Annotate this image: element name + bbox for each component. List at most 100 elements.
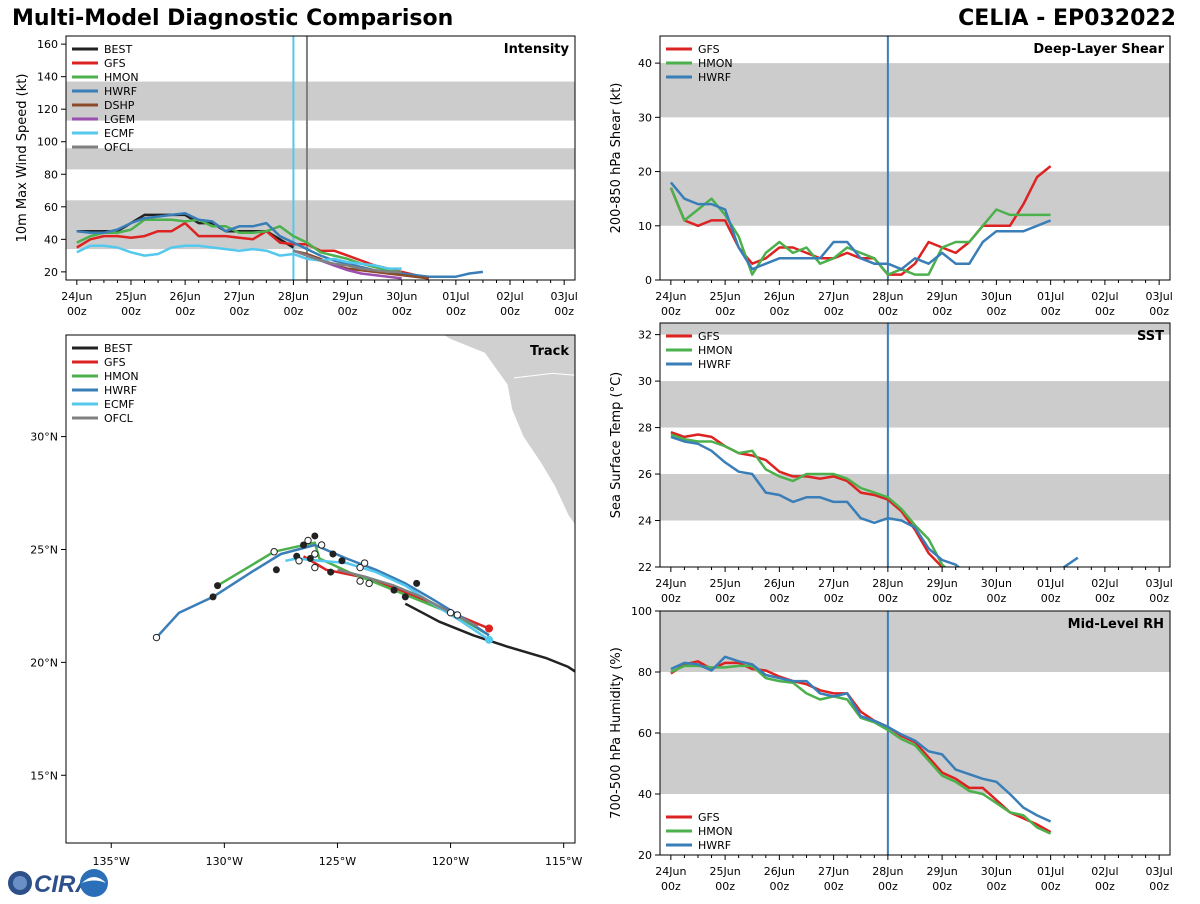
- y-tick-label: 140: [37, 71, 58, 84]
- current-position-ecmf: [485, 635, 494, 644]
- x-tick-hour-label: 00z: [661, 592, 681, 605]
- storm-id: CELIA - EP032022: [958, 6, 1176, 31]
- x-tick-label: 25Jun: [710, 577, 741, 590]
- track-hmon: [216, 541, 490, 637]
- legend-label: HMON: [104, 71, 139, 84]
- y-tick-label: 40: [44, 233, 58, 246]
- x-tick-label: 01Jul: [1037, 865, 1064, 878]
- x-tick-hour-label: 00z: [1095, 592, 1115, 605]
- y-tick-label: 28: [638, 422, 652, 435]
- x-tick-hour-label: 00z: [824, 880, 844, 893]
- map-frame: [65, 334, 576, 844]
- track-point-open: [453, 611, 462, 619]
- y-tick-label: 120: [37, 103, 58, 116]
- legend-label: HWRF: [104, 85, 137, 98]
- x-tick-hour-label: 00z: [932, 592, 952, 605]
- track-point-open: [356, 563, 364, 572]
- x-tick-label: 29Jun: [332, 290, 363, 303]
- y-tick-label: 30: [638, 111, 652, 124]
- y-tick-label: 20: [638, 166, 652, 179]
- x-tick-label: 01Jul: [442, 290, 469, 303]
- lon-tick-label: 115°W: [545, 855, 582, 868]
- y-tick-label: 100: [37, 136, 58, 149]
- y-tick-label: 20: [44, 266, 58, 279]
- x-tick-hour-label: 00z: [1041, 305, 1061, 318]
- y-tick-label: 20: [638, 849, 652, 862]
- x-tick-hour-label: 00z: [392, 305, 412, 318]
- x-tick-hour-label: 00z: [661, 305, 681, 318]
- legend-label: LGEM: [104, 113, 135, 126]
- plot-area: [660, 323, 1170, 567]
- x-tick-label: 30Jun: [981, 290, 1012, 303]
- lat-tick-label: 20°N: [30, 656, 58, 669]
- noaa-emblem-icon: [80, 869, 108, 897]
- x-tick-label: 28Jun: [872, 865, 903, 878]
- y-tick-label: 160: [37, 38, 58, 51]
- x-tick-hour-label: 00z: [824, 305, 844, 318]
- x-tick-label: 03Jul: [551, 290, 578, 303]
- legend-label: HWRF: [698, 358, 731, 371]
- panel-title: SST: [1137, 329, 1164, 344]
- track-point-open: [317, 541, 326, 549]
- border-line: [513, 372, 575, 379]
- panel-rh: 24Jun 00z 25Jun 00z 26Jun 00z 27Jun 00z 28Jun 00z…: [609, 605, 1173, 893]
- x-tick-label: 02Jul: [1091, 577, 1118, 590]
- legend-label: HWRF: [698, 71, 731, 84]
- x-tick-hour-label: 00z: [67, 305, 87, 318]
- legend-label: GFS: [698, 330, 720, 343]
- legend-label: GFS: [104, 356, 126, 369]
- track-point-filled: [272, 566, 280, 574]
- landmass: [442, 335, 575, 526]
- x-tick-label: 02Jul: [1091, 290, 1118, 303]
- track-point-filled: [413, 579, 421, 587]
- y-tick-label: 80: [638, 666, 652, 679]
- threshold-band: [660, 323, 1170, 335]
- y-tick-label: 0: [645, 274, 652, 287]
- x-tick-label: 01Jul: [1037, 577, 1064, 590]
- legend-label: DSHP: [104, 99, 135, 112]
- x-tick-hour-label: 00z: [121, 305, 141, 318]
- track-point-filled: [306, 555, 314, 563]
- lon-tick-label: 125°W: [319, 855, 356, 868]
- threshold-band: [66, 148, 575, 170]
- x-tick-label: 29Jun: [927, 577, 958, 590]
- threshold-band: [66, 81, 575, 121]
- track-point-filled: [300, 541, 308, 549]
- x-tick-hour-label: 00z: [229, 305, 249, 318]
- x-tick-hour-label: 00z: [1149, 880, 1169, 893]
- track-point-filled: [209, 593, 217, 601]
- x-tick-hour-label: 00z: [878, 305, 898, 318]
- x-tick-hour-label: 00z: [769, 305, 789, 318]
- y-tick-label: 40: [638, 57, 652, 70]
- x-tick-label: 27Jun: [818, 290, 849, 303]
- y-tick-label: 100: [631, 605, 652, 618]
- x-tick-hour-label: 00z: [1041, 592, 1061, 605]
- y-tick-label: 32: [638, 329, 652, 342]
- track-point-filled: [214, 582, 222, 590]
- figure-title: Multi-Model Diagnostic Comparison: [12, 6, 454, 31]
- x-tick-hour-label: 00z: [1095, 305, 1115, 318]
- track-point-open: [295, 557, 303, 565]
- lon-tick-label: 135°W: [93, 855, 130, 868]
- panel-title: Track: [530, 344, 569, 359]
- x-tick-label: 30Jun: [386, 290, 417, 303]
- x-tick-label: 28Jun: [278, 290, 309, 303]
- x-tick-label: 25Jun: [710, 865, 741, 878]
- track-best: [404, 602, 575, 673]
- track-point-open: [304, 536, 312, 545]
- x-tick-label: 03Jul: [1146, 577, 1173, 590]
- x-tick-hour-label: 00z: [878, 880, 898, 893]
- x-tick-hour-label: 00z: [1041, 880, 1061, 893]
- x-tick-label: 27Jun: [224, 290, 255, 303]
- track-point-open: [270, 548, 278, 556]
- legend-label: GFS: [104, 57, 126, 70]
- series-dshp: [293, 249, 429, 280]
- threshold-band: [66, 200, 575, 250]
- lat-tick-label: 30°N: [30, 431, 58, 444]
- track-point-open: [356, 577, 364, 585]
- x-tick-hour-label: 00z: [1149, 305, 1169, 318]
- legend-label: HMON: [698, 57, 733, 70]
- y-tick-label: 30: [638, 375, 652, 388]
- x-tick-hour-label: 00z: [338, 305, 358, 318]
- x-tick-hour-label: 00z: [769, 592, 789, 605]
